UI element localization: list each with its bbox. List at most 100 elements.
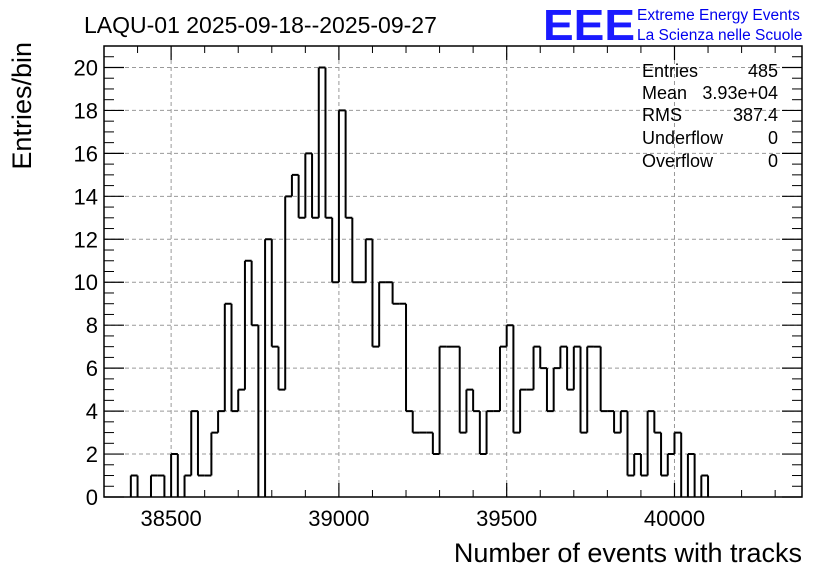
x-tick-label: 40000 — [644, 506, 705, 531]
histogram-bin — [311, 153, 319, 219]
histogram-bin — [217, 410, 225, 433]
stats-rms-value: 387.4 — [733, 105, 778, 125]
histogram-bin — [223, 302, 232, 412]
histogram-bin — [566, 346, 574, 391]
stats-entries-value: 485 — [748, 61, 778, 81]
x-tick-label: 39000 — [308, 506, 369, 531]
histogram-bin — [633, 453, 641, 476]
histogram-bin — [378, 281, 386, 347]
y-tick-label: 16 — [74, 141, 98, 166]
histogram-bin — [284, 195, 292, 390]
histogram-bin — [344, 110, 353, 219]
histogram-bin — [337, 109, 346, 283]
histogram-bin — [210, 431, 219, 476]
histogram-bin — [431, 432, 440, 456]
histogram-bin — [660, 432, 668, 477]
x-tick-label: 38500 — [141, 506, 202, 531]
stats-overflow-value: 0 — [768, 151, 778, 171]
y-tick-label: 14 — [74, 184, 98, 209]
stats-box: Entries 485 Mean 3.93e+04 RMS 387.4 Unde… — [642, 61, 778, 171]
histogram-bin — [438, 345, 447, 455]
axes: 0 2 4 6 8 10 12 14 16 18 20 38500 39000 39500 40000 — [74, 46, 802, 531]
histogram-bin — [532, 345, 541, 390]
stats-mean-label: Mean — [642, 83, 687, 103]
histogram-bin — [351, 217, 360, 284]
histogram-bin — [619, 410, 628, 433]
histogram-bin — [599, 346, 608, 413]
histogram-bin — [626, 411, 635, 477]
logo-mark: EEE — [543, 1, 635, 50]
histogram-bin — [686, 453, 695, 497]
histogram-bin — [391, 282, 400, 305]
histogram-bin — [458, 346, 467, 434]
histogram-bin — [196, 411, 205, 477]
logo-line2: La Scienza nelle Scuole — [637, 27, 802, 44]
histogram-bin — [331, 217, 339, 284]
y-tick-label: 6 — [86, 356, 98, 381]
histogram-bin — [465, 388, 474, 433]
y-tick-label: 12 — [74, 227, 98, 252]
histogram-bin — [290, 173, 299, 197]
y-tick-label: 8 — [86, 313, 98, 338]
histogram-bin — [324, 67, 333, 219]
eee-logo: EEE Extreme Energy Events La Scienza nel… — [543, 1, 802, 50]
histogram-bin — [250, 260, 259, 327]
chart-title: LAQU-01 2025-09-18--2025-09-27 — [84, 12, 437, 38]
histogram-bin — [666, 453, 675, 476]
grid-lines — [104, 46, 802, 497]
histogram-bin — [411, 411, 420, 434]
stats-underflow-value: 0 — [768, 128, 778, 148]
histogram-bin — [673, 431, 682, 455]
y-tick-label: 2 — [86, 442, 98, 467]
histogram-bin — [519, 388, 527, 433]
y-tick-label: 20 — [74, 55, 98, 80]
histogram-bin — [149, 474, 158, 497]
histogram-bin — [129, 474, 138, 497]
histogram-bin — [545, 368, 554, 413]
histogram-bin — [512, 325, 521, 434]
y-tick-label: 4 — [86, 399, 98, 424]
histogram-bin — [639, 454, 648, 477]
histogram-bin — [230, 303, 239, 413]
stats-mean-value: 3.93e+04 — [702, 83, 778, 103]
histogram-bin — [170, 453, 178, 497]
histogram-bin — [586, 345, 594, 433]
histogram-bin — [498, 345, 507, 412]
y-tick-label: 10 — [74, 270, 98, 295]
histogram-bin — [405, 303, 413, 413]
histogram-bin — [270, 239, 279, 348]
stats-rms-label: RMS — [642, 105, 682, 125]
histogram-bin — [277, 346, 286, 391]
histogram-bin — [552, 367, 561, 412]
histogram-bin — [478, 411, 487, 456]
histogram-bin — [700, 474, 709, 497]
histogram-bin — [646, 410, 655, 476]
histogram-bin — [243, 259, 252, 390]
histogram-bin — [371, 239, 380, 348]
histogram-bin — [472, 389, 480, 413]
histogram-bin — [613, 411, 621, 434]
histogram-bin — [505, 324, 514, 347]
histogram-bin — [183, 474, 192, 497]
y-axis-label: Entries/bin — [7, 42, 37, 170]
histogram-bin — [539, 346, 547, 370]
stats-overflow-label: Overflow — [642, 151, 714, 171]
y-tick-label: 18 — [74, 98, 98, 123]
histogram-bin — [317, 66, 326, 218]
histogram-bin — [264, 238, 272, 497]
histogram-bin — [485, 410, 494, 455]
histogram-bin — [653, 411, 662, 434]
stats-underflow-label: Underflow — [642, 128, 724, 148]
histogram-bin — [364, 238, 373, 283]
histogram-bin — [579, 346, 588, 434]
histogram-bin — [304, 152, 313, 218]
x-tick-label: 39500 — [476, 506, 537, 531]
histogram-bin — [559, 345, 568, 369]
stats-entries-label: Entries — [642, 61, 698, 81]
histogram-bin — [572, 345, 581, 390]
logo-line1: Extreme Energy Events — [637, 7, 800, 24]
histogram-bin — [190, 410, 198, 476]
histogram-bin — [297, 174, 306, 219]
histogram-series — [129, 66, 710, 497]
